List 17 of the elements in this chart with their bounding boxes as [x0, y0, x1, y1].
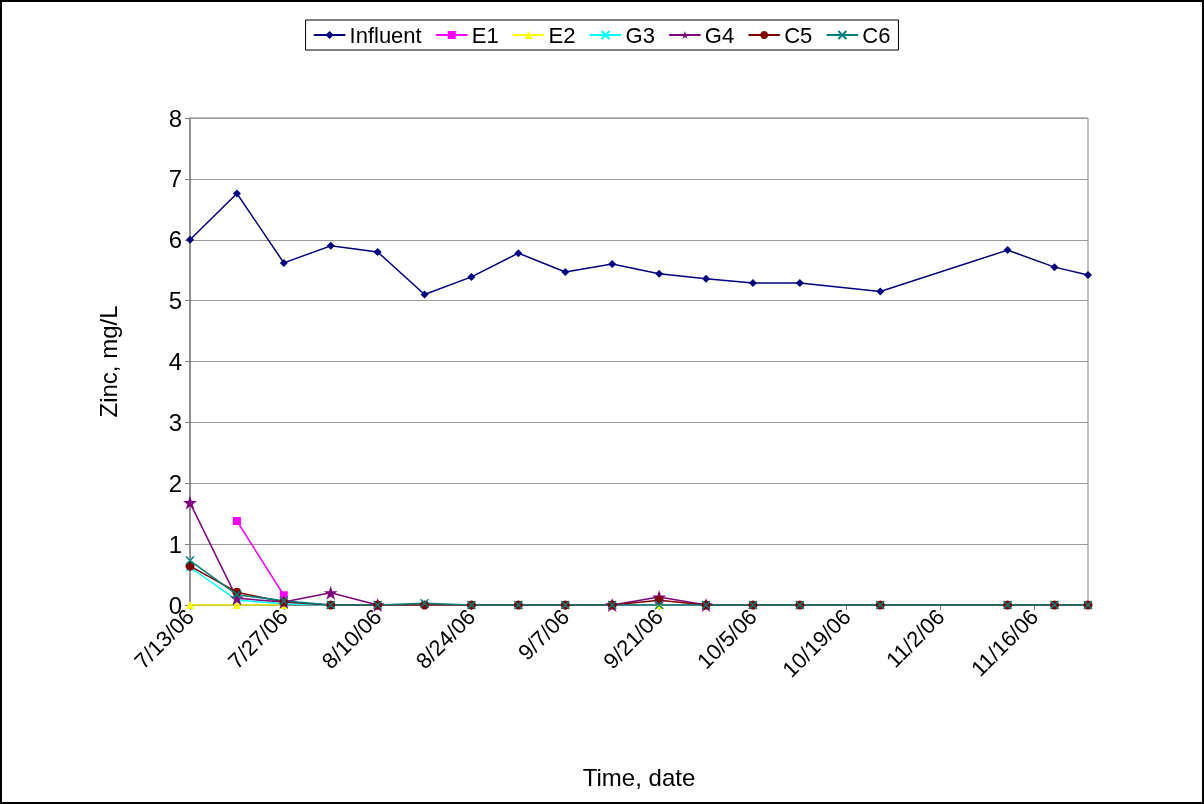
y-tick-label: 4: [168, 348, 182, 375]
legend-label: G3: [625, 22, 655, 48]
legend-label: C5: [784, 22, 813, 48]
y-tick-label: 5: [168, 287, 182, 315]
y-tick-label: 6: [168, 226, 182, 254]
y-tick-label: 2: [168, 469, 182, 497]
y-tick-label: 1: [168, 530, 182, 558]
y-tick-label: 7: [168, 165, 182, 193]
legend-label: Influent: [349, 22, 422, 48]
legend-label: E1: [471, 22, 499, 48]
y-tick-label: 3: [168, 408, 182, 436]
x-axis-title: Time, date: [582, 763, 696, 791]
y-axis-title: Zinc, mg/L: [94, 305, 122, 418]
legend-label: G4: [704, 22, 735, 48]
legend-label: C6: [862, 22, 891, 48]
y-tick-label: 8: [168, 104, 182, 132]
legend-label: E2: [548, 22, 576, 48]
